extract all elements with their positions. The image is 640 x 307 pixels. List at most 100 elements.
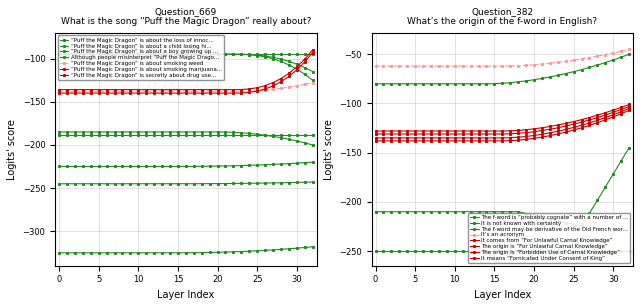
It comes from “For Unlawful Carnal Knowledge”	[602, 111, 609, 115]
The f-word may be derivative of the Old French wor...	[578, 249, 586, 253]
Although people misinterpret “Puff the Magic Drago...	[261, 133, 269, 137]
It’s an acronym	[475, 64, 483, 68]
The origin is “For Unlawful Carnal Knowledge”	[459, 132, 467, 136]
“Puff the Magic Dragon” is about smoking weed	[206, 90, 214, 93]
It means “Fornicated Under Consent of King”	[602, 118, 609, 122]
“Puff the Magic Dragon” is about smoking weed	[103, 90, 111, 93]
Although people misinterpret “Puff the Magic Drago...	[166, 130, 174, 134]
The f-word is “probably cognate” with a number of ...	[443, 82, 451, 86]
“Puff the Magic Dragon” is about a boy growing up ...	[87, 52, 95, 56]
“Puff the Magic Dragon” is about smoking marijuana...	[261, 84, 269, 87]
“Puff the Magic Dragon” is about the loss of innoc...	[206, 52, 214, 56]
The f-word may be derivative of the Old French wor...	[419, 249, 427, 253]
It means “Fornicated Under Consent of King”	[506, 139, 514, 142]
“Puff the Magic Dragon” is about smoking weed	[230, 90, 237, 93]
“Puff the Magic Dragon” is about a boy growing up ...	[293, 67, 301, 71]
It means “Fornicated Under Consent of King”	[403, 139, 411, 143]
“Puff the Magic Dragon” is about a boy growing up ...	[150, 52, 158, 56]
The f-word may be derivative of the Old French wor...	[459, 249, 467, 253]
It is not known with certainty	[443, 210, 451, 214]
The origin is “For Unlawful Carnal Knowledge”	[538, 129, 546, 132]
“Puff the Magic Dragon” is about the loss of innoc...	[118, 52, 126, 56]
“Puff the Magic Dragon” is about a child losing hi...	[118, 52, 126, 56]
“Puff the Magic Dragon” is about a boy growing up ...	[253, 54, 261, 57]
It’s an acronym	[538, 62, 546, 66]
Although people misinterpret “Puff the Magic Drago...	[190, 130, 198, 134]
The origin is “For Unlawful Carnal Knowledge”	[475, 132, 483, 136]
“Puff the Magic Dragon” is about smoking weed	[79, 90, 86, 93]
Line: It comes from “For Unlawful Carnal Knowledge”: It comes from “For Unlawful Carnal Knowl…	[374, 104, 630, 132]
The origin is “Forbidden Use of Carnal Knowledge”	[396, 136, 403, 140]
The f-word may be derivative of the Old French wor...	[396, 249, 403, 253]
The origin is “Forbidden Use of Carnal Knowledge”	[609, 113, 617, 117]
“Puff the Magic Dragon” is secretly about drug use...	[71, 91, 79, 95]
“Puff the Magic Dragon” is about smoking weed	[55, 90, 63, 93]
It comes from “For Unlawful Carnal Knowledge”	[443, 129, 451, 133]
Legend: “Puff the Magic Dragon” is about the loss of innoc..., “Puff the Magic Dragon” i: “Puff the Magic Dragon” is about the los…	[58, 35, 224, 80]
It comes from “For Unlawful Carnal Knowledge”	[396, 129, 403, 133]
It comes from “For Unlawful Carnal Knowledge”	[419, 129, 427, 133]
It comes from “For Unlawful Carnal Knowledge”	[578, 118, 586, 122]
It means “Fornicated Under Consent of King”	[499, 139, 506, 143]
It comes from “For Unlawful Carnal Knowledge”	[475, 129, 483, 133]
The f-word is “probably cognate” with a number of ...	[419, 82, 427, 86]
“Puff the Magic Dragon” is about a boy growing up ...	[261, 55, 269, 59]
It means “Fornicated Under Consent of King”	[427, 139, 435, 143]
Although people misinterpret “Puff the Magic Drago...	[103, 130, 111, 134]
It comes from “For Unlawful Carnal Knowledge”	[388, 129, 396, 133]
Y-axis label: Logits' score: Logits' score	[324, 119, 333, 180]
“Puff the Magic Dragon” is about a boy growing up ...	[245, 53, 253, 56]
Line: “Puff the Magic Dragon” is about a child losing hi...: “Puff the Magic Dragon” is about a child…	[58, 53, 314, 72]
“Puff the Magic Dragon” is about the loss of innoc...	[150, 52, 158, 56]
The origin is “Forbidden Use of Carnal Knowledge”	[530, 134, 538, 137]
“Puff the Magic Dragon” is about smoking marijuana...	[142, 88, 150, 91]
The f-word is “probably cognate” with a number of ...	[522, 79, 530, 83]
The f-word is “probably cognate” with a number of ...	[475, 82, 483, 86]
“Puff the Magic Dragon” is about the loss of innoc...	[293, 52, 301, 56]
It’s an acronym	[554, 60, 562, 64]
It is not known with certainty	[459, 210, 467, 214]
It is not known with certainty	[427, 210, 435, 214]
“Puff the Magic Dragon” is about smoking marijuana...	[285, 72, 292, 75]
It comes from “For Unlawful Carnal Knowledge”	[522, 128, 530, 132]
The origin is “For Unlawful Carnal Knowledge”	[443, 132, 451, 136]
The f-word is “probably cognate” with a number of ...	[499, 81, 506, 85]
“Puff the Magic Dragon” is about a child losing hi...	[269, 56, 277, 59]
“Puff the Magic Dragon” is about the loss of innoc...	[245, 52, 253, 56]
“Puff the Magic Dragon” is about smoking weed	[166, 90, 174, 93]
“Puff the Magic Dragon” is about a child losing hi...	[221, 52, 229, 56]
The origin is “For Unlawful Carnal Knowledge”	[546, 127, 554, 131]
The f-word is “probably cognate” with a number of ...	[372, 82, 380, 86]
The f-word is “probably cognate” with a number of ...	[412, 82, 419, 86]
Although people misinterpret “Puff the Magic Drago...	[308, 143, 316, 147]
The origin is “For Unlawful Carnal Knowledge”	[618, 108, 625, 111]
The f-word may be derivative of the Old French wor...	[625, 249, 633, 253]
Line: The origin is “For Unlawful Carnal Knowledge”: The origin is “For Unlawful Carnal Knowl…	[374, 106, 630, 135]
The f-word is “probably cognate” with a number of ...	[625, 52, 633, 56]
The origin is “For Unlawful Carnal Knowledge”	[586, 118, 593, 122]
“Puff the Magic Dragon” is secretly about drug use...	[253, 89, 261, 93]
The f-word is “probably cognate” with a number of ...	[467, 82, 474, 86]
It’s an acronym	[412, 64, 419, 68]
It is not known with certainty	[578, 225, 586, 228]
It means “Fornicated Under Consent of King”	[538, 135, 546, 139]
“Puff the Magic Dragon” is about smoking marijuana...	[55, 88, 63, 91]
“Puff the Magic Dragon” is about smoking weed	[95, 90, 102, 93]
The f-word may be derivative of the Old French wor...	[538, 249, 546, 253]
“Puff the Magic Dragon” is about smoking weed	[134, 90, 142, 93]
It’s an acronym	[593, 54, 601, 58]
“Puff the Magic Dragon” is about a boy growing up ...	[221, 52, 229, 56]
The origin is “Forbidden Use of Carnal Knowledge”	[451, 136, 459, 140]
“Puff the Magic Dragon” is about smoking weed	[269, 87, 277, 91]
It comes from “For Unlawful Carnal Knowledge”	[435, 129, 443, 133]
“Puff the Magic Dragon” is about a child losing hi...	[63, 52, 71, 56]
The origin is “Forbidden Use of Carnal Knowledge”	[467, 136, 474, 140]
The f-word may be derivative of the Old French wor...	[483, 249, 490, 253]
“Puff the Magic Dragon” is about smoking marijuana...	[253, 86, 261, 90]
“Puff the Magic Dragon” is about smoking marijuana...	[103, 88, 111, 91]
“Puff the Magic Dragon” is about the loss of innoc...	[285, 52, 292, 56]
Although people misinterpret “Puff the Magic Drago...	[277, 136, 285, 140]
It means “Fornicated Under Consent of King”	[546, 134, 554, 138]
The f-word may be derivative of the Old French wor...	[546, 249, 554, 253]
The f-word is “probably cognate” with a number of ...	[586, 66, 593, 69]
